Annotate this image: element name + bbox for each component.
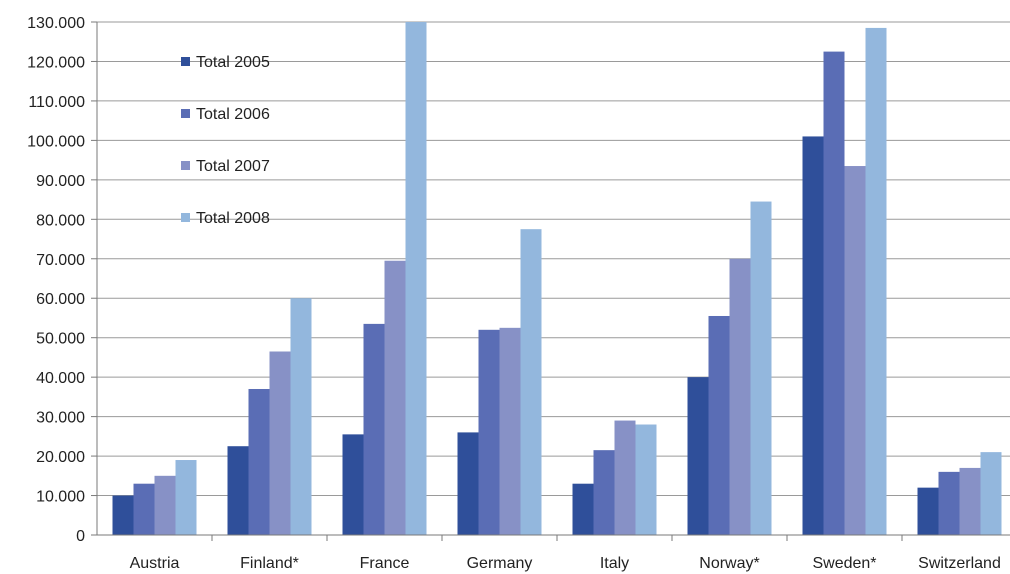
x-tick-label: Austria [130, 555, 180, 572]
x-tick-label: Italy [600, 555, 629, 572]
bar [823, 51, 845, 535]
bar [614, 420, 636, 535]
bar [802, 136, 824, 535]
bar [980, 452, 1002, 535]
legend-swatch [181, 161, 190, 170]
y-tick-label: 100.000 [27, 133, 85, 150]
bar [687, 377, 709, 535]
bar [593, 450, 615, 535]
legend-swatch [181, 109, 190, 118]
bars [112, 22, 1002, 536]
y-tick-label: 40.000 [36, 370, 85, 387]
legend-label: Total 2005 [196, 54, 270, 71]
bar [248, 388, 270, 535]
bar [133, 483, 155, 535]
x-tick-label: Finland* [240, 555, 299, 572]
bar [342, 434, 364, 535]
bar [499, 327, 521, 535]
y-tick-label: 0 [76, 528, 85, 545]
bar [363, 323, 385, 535]
legend-label: Total 2006 [196, 106, 270, 123]
y-tick-label: 30.000 [36, 410, 85, 427]
y-tick-label: 110.000 [28, 94, 85, 111]
y-tick-label: 80.000 [36, 212, 85, 229]
bar [290, 298, 312, 535]
x-axis: Austria Finland* France Germany Italy Norway*… [97, 534, 1010, 572]
y-tick-label: 50.000 [36, 331, 85, 348]
y-tick-label: 20.000 [36, 449, 85, 466]
bar [520, 229, 542, 535]
bar [269, 351, 291, 535]
bar [384, 260, 406, 535]
x-tick-label: Norway* [699, 555, 759, 572]
bar [154, 475, 176, 535]
bar [175, 460, 197, 535]
legend-swatch [181, 57, 190, 66]
gridlines [97, 21, 1010, 536]
x-tick-label: Sweden* [812, 555, 876, 572]
bar [112, 495, 134, 535]
legend-label: Total 2008 [196, 210, 270, 227]
bar [729, 258, 751, 535]
bar [917, 487, 939, 535]
y-axis: 0 10.000 20.000 30.000 40.000 50.000 60.000 70.… [27, 15, 98, 545]
bar [959, 467, 981, 535]
bar [572, 483, 594, 535]
bar [844, 166, 866, 536]
bar [708, 315, 730, 535]
legend: Total 2005 Total 2006 Total 2007 Total 2008 [181, 54, 270, 227]
y-tick-label: 70.000 [36, 252, 85, 269]
bar [227, 446, 249, 535]
x-tick-label: Switzerland [918, 555, 1001, 572]
bar [865, 27, 887, 536]
y-tick-label: 90.000 [36, 173, 85, 190]
y-tick-label: 130.000 [27, 15, 85, 32]
bar [635, 424, 657, 535]
y-tick-label: 10.000 [36, 489, 85, 506]
bar [405, 22, 427, 535]
legend-label: Total 2007 [196, 158, 270, 175]
y-tick-label: 60.000 [36, 291, 85, 308]
bar [750, 201, 772, 536]
bar [478, 329, 500, 535]
bar [938, 471, 960, 535]
x-tick-label: Germany [467, 555, 533, 572]
legend-swatch [181, 213, 190, 222]
x-tick-label: France [360, 555, 410, 572]
bar [457, 432, 479, 535]
y-tick-label: 120.000 [27, 54, 85, 71]
